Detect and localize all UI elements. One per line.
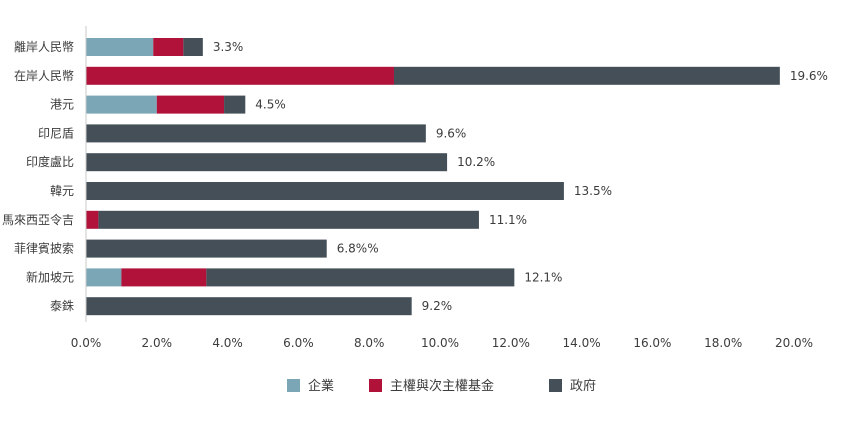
x-tick-label-3: 4.0% [212, 336, 243, 350]
data-label-4: 9.6% [436, 126, 467, 140]
category-label-7: 馬來西亞令吉 [2, 212, 74, 227]
category-label-4: 印尼盾 [38, 126, 74, 140]
category-label-10: 泰銖 [50, 298, 74, 313]
x-tick-label-6: 10.0% [421, 336, 459, 350]
category-label-1: 離岸人民幣 [14, 40, 74, 54]
category-label-6: 韓元 [50, 184, 74, 198]
x-tick-label-4: 6.0% [283, 336, 314, 350]
data-label-6: 13.5% [574, 184, 612, 198]
bar-3-7 [98, 210, 479, 229]
data-label-8: 6.8%% [337, 242, 379, 256]
bar-3-4 [86, 124, 426, 143]
bar-3-5 [86, 153, 448, 172]
bar-3-9 [206, 268, 515, 287]
x-tick-label-5: 8.0% [354, 336, 385, 350]
category-label-8: 菲律賓披索 [14, 241, 74, 256]
bar-2-1 [153, 38, 184, 56]
x-tick-label-7: 12.0% [492, 336, 530, 350]
bar-2-9 [121, 268, 207, 287]
bar-3-3 [224, 95, 246, 114]
x-tick-label-8: 14.0% [563, 336, 601, 350]
data-label-3: 4.5% [255, 98, 285, 112]
bar-2-3 [156, 95, 225, 114]
x-tick-label-10: 18.0% [704, 336, 742, 350]
legend-swatch-3 [549, 379, 562, 392]
bar-1-1 [86, 38, 154, 56]
x-tick-label-9: 16.0% [633, 336, 671, 350]
bar-2-7 [86, 210, 99, 229]
bar-1-9 [86, 268, 122, 287]
legend-label-2: 主權與次主權基金 [390, 378, 494, 394]
data-label-10: 9.2% [422, 299, 453, 313]
data-label-9: 12.1% [524, 270, 562, 284]
legend-label-1: 企業 [308, 378, 334, 394]
data-label-2: 19.6% [790, 69, 828, 83]
category-label-3: 港元 [50, 98, 74, 112]
x-tick-label-2: 2.0% [142, 336, 173, 350]
data-label-1: 3.3% [213, 40, 244, 54]
category-label-5: 印度盧比 [26, 154, 74, 169]
bar-3-2 [393, 66, 780, 85]
data-labels: 3.3% 19.6% 4.5% 9.6% 10.2% 13.5% 11.1% 6.8%% 12.… [213, 40, 828, 313]
bar-1-3 [86, 95, 157, 114]
legend-swatch-2 [369, 379, 382, 392]
data-label-5: 10.2% [457, 155, 495, 169]
category-label-9: 新加坡元 [26, 269, 74, 284]
bar-3-8 [86, 239, 327, 258]
x-axis-ticks: 0.0% 2.0% 4.0% 6.0% 8.0% 10.0% 12.0% 14.0% 16.0%… [71, 336, 813, 350]
bars-group [86, 38, 780, 316]
x-tick-label-11: 20.0% [775, 336, 813, 350]
bar-3-1 [183, 38, 203, 56]
legend-label-3: 政府 [570, 379, 596, 394]
legend: 企業 主權與次主權基金 政府 [287, 378, 596, 394]
bar-3-10 [86, 297, 412, 316]
category-label-2: 在岸人民幣 [14, 69, 74, 83]
legend-swatch-1 [287, 379, 300, 392]
data-label-7: 11.1% [489, 213, 527, 227]
bar-3-6 [86, 182, 564, 200]
x-tick-label-1: 0.0% [71, 336, 102, 350]
bar-2-2 [86, 66, 394, 85]
